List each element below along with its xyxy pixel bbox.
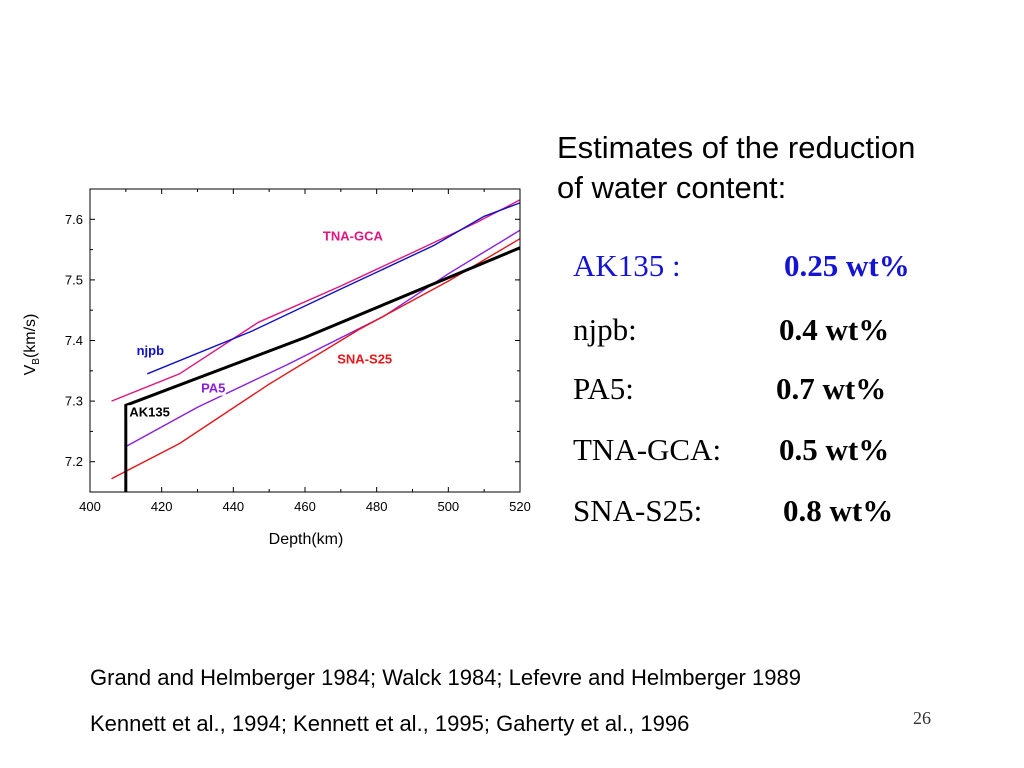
y-tick-label: 7.2	[65, 454, 83, 469]
annotation-bg-tna-gca	[320, 229, 379, 244]
estimate-value: 0.25 wt%	[784, 248, 910, 283]
estimate-value: 0.5 wt%	[779, 432, 890, 467]
heading-line-2: of water content:	[557, 170, 787, 205]
estimate-label: SNA-S25:	[573, 493, 703, 528]
estimate-label: AK135 :	[573, 248, 681, 283]
estimate-row-sna-s25: SNA-S25: 0.8 wt%	[573, 491, 973, 531]
annotation-bg-sna-s25	[335, 352, 393, 367]
estimate-row-tna-gca: TNA-GCA: 0.5 wt%	[573, 430, 973, 470]
y-tick-label: 7.6	[65, 212, 83, 227]
y-tick-label: 7.4	[65, 333, 83, 348]
annotation-tna-gca: TNA-GCA	[323, 229, 384, 244]
estimate-label: njpb:	[573, 312, 637, 347]
estimate-row-pa5: PA5: 0.7 wt%	[573, 369, 973, 409]
heading: Estimates of the reduction of water cont…	[557, 128, 997, 208]
reference-line-1: Grand and Helmberger 1984; Walck 1984; L…	[90, 665, 801, 690]
series-line-pa5	[125, 229, 521, 448]
annotation-bg-pa5	[199, 381, 226, 396]
x-tick-label: 500	[437, 499, 459, 514]
annotation-pa5: PA5	[201, 381, 225, 396]
estimate-row-ak135: AK135 : 0.25 wt%	[573, 246, 973, 286]
estimate-value: 0.4 wt%	[779, 312, 890, 347]
heading-line-1: Estimates of the reduction	[557, 130, 916, 165]
annotation-njpb: njpb	[137, 343, 164, 358]
estimate-row-njpb: njpb: 0.4 wt%	[573, 310, 973, 350]
page-number: 26	[913, 708, 931, 728]
plot-layer: TNA-GCA njpb PA5 SNA-S25 AK135	[111, 199, 521, 492]
annotation-sna-s25: SNA-S25	[337, 352, 392, 367]
series-line-njpb	[147, 202, 521, 375]
y-tick-label: 7.5	[65, 272, 83, 287]
x-tick-label: 440	[222, 499, 244, 514]
axis-layer: 400 420 440 460 480 500 520 7.2 7.3 7.4 7.5 7.6 Dept…	[22, 188, 531, 548]
estimate-value: 0.8 wt%	[783, 493, 894, 528]
x-axis-label: Depth(km)	[269, 531, 344, 548]
estimate-label: PA5:	[573, 371, 634, 406]
y-axis-label: VB(km/s)	[22, 314, 42, 376]
x-tick-label: 420	[151, 499, 173, 514]
series-line-tna-gca	[111, 199, 521, 402]
annotation-bg-ak135	[127, 405, 170, 420]
estimate-label: TNA-GCA:	[573, 432, 722, 467]
series-line-ak135	[124, 246, 521, 492]
x-tick-label: 480	[366, 499, 388, 514]
x-tick-label: 520	[509, 499, 531, 514]
y-tick-label: 7.3	[65, 394, 83, 409]
reference-line-2: Kennett et al., 1994; Kennett et al., 19…	[90, 711, 690, 736]
annotation-ak135: AK135	[129, 404, 169, 419]
annotation-bg-njpb	[134, 344, 169, 359]
plot-frame	[89, 188, 521, 493]
x-tick-label: 460	[294, 499, 316, 514]
estimate-value: 0.7 wt%	[776, 371, 887, 406]
x-tick-label: 400	[79, 499, 101, 514]
